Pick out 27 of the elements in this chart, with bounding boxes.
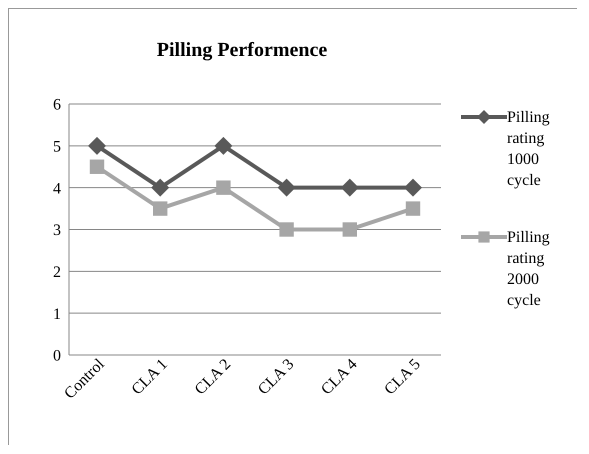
y-tick-label: 5 xyxy=(53,138,61,156)
legend-label: Pilling rating 2000 cycle xyxy=(507,228,551,311)
x-tick-label: CLA 4 xyxy=(318,356,361,398)
point xyxy=(90,160,104,174)
y-tick-label: 3 xyxy=(53,222,61,240)
point xyxy=(340,178,359,197)
point xyxy=(88,136,106,155)
x-tick-label: CLA 3 xyxy=(254,356,298,398)
y-tick-label: 2 xyxy=(53,264,61,282)
chart-title: Pilling Performence xyxy=(156,39,328,62)
x-tick-label: CLA 2 xyxy=(192,356,234,398)
y-tick-label: 0 xyxy=(53,348,61,365)
point xyxy=(216,180,231,195)
point xyxy=(404,178,422,197)
point xyxy=(153,201,168,216)
point xyxy=(151,178,170,197)
y-tick-label: 1 xyxy=(53,306,61,323)
legend-label: Pilling rating 1000 cycle xyxy=(507,108,551,191)
point xyxy=(406,201,420,216)
point xyxy=(279,222,294,237)
point xyxy=(342,222,357,237)
x-tick-label: CLA 5 xyxy=(381,356,424,398)
x-tick-label: CLA 1 xyxy=(128,356,172,398)
y-tick-label: 6 xyxy=(53,96,61,114)
y-tick-label: 4 xyxy=(53,180,61,198)
point xyxy=(278,178,296,197)
point xyxy=(214,136,232,155)
